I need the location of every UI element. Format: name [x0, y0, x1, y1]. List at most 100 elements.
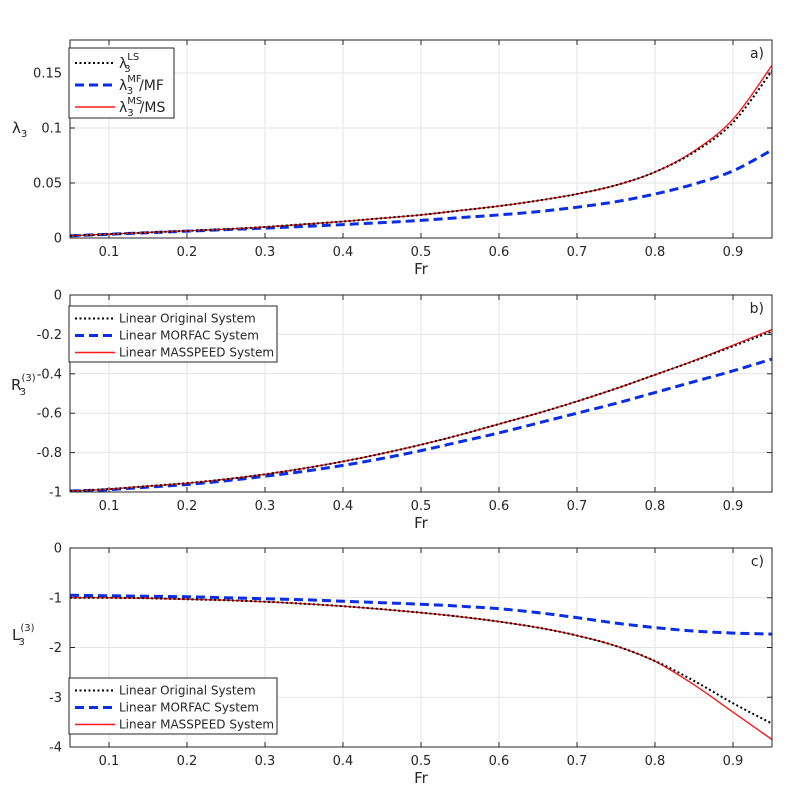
y-tick-label: -0.4 — [37, 367, 62, 382]
grid — [70, 40, 772, 239]
x-tick-label: 0.7 — [567, 245, 588, 260]
legend-label: Linear MORFAC System — [119, 329, 259, 343]
legend-sub: 3 — [127, 108, 133, 119]
series-line-linear-morfac-system — [70, 593, 772, 636]
ylabel-base: R — [11, 376, 21, 394]
x-tick-label: 0.7 — [567, 499, 588, 514]
panel-a: 0.1 0.2 0.3 0.4 0.5 0.6 0.7 0.8 0.9 0 0.05 0.1 0.15 a… — [12, 39, 773, 278]
y-tick-label: 0 — [54, 542, 62, 557]
axes-box — [69, 547, 773, 748]
x-tick-label: 0.9 — [723, 499, 744, 514]
legend-suffix: /MS — [140, 100, 166, 116]
legend: Linear Original System Linear MORFAC Syst… — [68, 305, 278, 363]
legend-label: λMF 3/MF — [119, 74, 164, 97]
legend-label: Linear MASSPEED System — [119, 718, 274, 732]
ylabel-sup: (3) — [21, 373, 35, 384]
x-tick-label: 0.2 — [177, 499, 198, 514]
x-axis-label: Fr — [414, 514, 429, 532]
ylabel-sup: (3) — [20, 623, 34, 634]
x-tick-label: 0.1 — [99, 245, 120, 260]
x-tick-label: 0.8 — [645, 754, 666, 769]
x-tick-label: 0.2 — [177, 245, 198, 260]
y-tick-label: -0.2 — [37, 328, 62, 343]
y-axis-label: L(3) 3 — [12, 623, 35, 648]
x-tick-label: 0.5 — [411, 499, 432, 514]
x-tick-label: 0.9 — [723, 245, 744, 260]
x-tick-label: 0.6 — [489, 754, 510, 769]
legend-label: Linear Original System — [119, 684, 256, 698]
x-axis-label: Fr — [414, 260, 429, 278]
x-tick-label: 0.9 — [723, 754, 744, 769]
x-tick-label: 0.4 — [333, 499, 354, 514]
series-line-linear-original-system — [70, 596, 772, 725]
panel-label: b) — [750, 301, 764, 317]
x-tick-label: 0.4 — [333, 754, 354, 769]
y-tick-label: 0.1 — [41, 122, 62, 137]
legend-suffix: /MF — [139, 78, 164, 94]
x-tick-label: 0.6 — [489, 245, 510, 260]
legend: Linear Original System Linear MORFAC Syst… — [68, 677, 278, 735]
series-line-linear-morfac-system — [70, 357, 772, 492]
legend-label: Linear Original System — [119, 312, 256, 326]
ylabel-sub: 3 — [19, 637, 25, 648]
y-tick-label: 0.05 — [33, 177, 62, 192]
panel-c: 0.1 0.2 0.3 0.4 0.5 0.6 0.7 0.8 0.9 -4 -3 -2 -1 0 c) Fr… — [12, 542, 773, 787]
legend-label: Linear MORFAC System — [119, 701, 259, 715]
y-axis-label: R(3) 3 — [11, 373, 36, 398]
ylabel-sub: 3 — [21, 129, 27, 140]
panel-label: c) — [751, 554, 764, 570]
legend-label: λLS 3 — [119, 52, 139, 75]
x-tick-label: 0.8 — [645, 499, 666, 514]
ylabel-base: L — [12, 626, 21, 644]
series-line-linear-original-system — [70, 330, 772, 492]
x-tick-label: 0.1 — [99, 499, 120, 514]
legend-base: λ — [119, 56, 127, 72]
axes-box — [69, 294, 773, 493]
legend-sub: 3 — [127, 86, 133, 97]
x-tick-label: 0.7 — [567, 754, 588, 769]
legend-base: λ — [119, 78, 127, 94]
series-group — [70, 593, 772, 741]
y-tick-label: -0.6 — [37, 407, 62, 422]
ylabel-sub: 3 — [20, 387, 26, 398]
series-group — [70, 64, 772, 238]
x-tick-label: 0.8 — [645, 245, 666, 260]
legend-sup: MS — [127, 96, 142, 107]
y-tick-label: -0.8 — [37, 446, 62, 461]
ticks: 0.1 0.2 0.3 0.4 0.5 0.6 0.7 0.8 0.9 -4 -3 -2 -1 0 — [49, 542, 772, 769]
y-tick-label: 0 — [54, 289, 62, 304]
x-tick-label: 0.3 — [255, 499, 276, 514]
x-tick-label: 0.5 — [411, 754, 432, 769]
x-tick-label: 0.1 — [99, 754, 120, 769]
panel-b: 0.1 0.2 0.3 0.4 0.5 0.6 0.7 0.8 0.9 -1 -0.8 -0.6 -0.… — [11, 289, 773, 532]
series-line-ls — [70, 70, 772, 237]
legend-sup: MF — [127, 74, 142, 85]
x-tick-label: 0.4 — [333, 245, 354, 260]
series-group — [70, 328, 772, 492]
x-tick-label: 0.3 — [255, 245, 276, 260]
x-axis-label: Fr — [414, 769, 429, 787]
x-tick-label: 0.3 — [255, 754, 276, 769]
panel-label: a) — [750, 46, 764, 62]
ylabel-base: λ — [12, 119, 21, 137]
x-tick-label: 0.6 — [489, 499, 510, 514]
y-tick-label: -4 — [49, 741, 62, 756]
y-tick-label: -2 — [49, 641, 62, 656]
legend-base: λ — [119, 100, 127, 116]
legend-label: λMS 3/MS — [119, 96, 165, 119]
y-tick-label: 0 — [54, 232, 62, 247]
x-tick-label: 0.2 — [177, 754, 198, 769]
ticks: 0.1 0.2 0.3 0.4 0.5 0.6 0.7 0.8 0.9 0 0.05 0.1 0.15 — [33, 40, 772, 260]
axes-box — [69, 39, 773, 239]
y-tick-label: -1 — [49, 486, 62, 501]
y-axis-label: λ3 — [12, 119, 27, 140]
x-tick-label: 0.5 — [411, 245, 432, 260]
y-tick-label: -1 — [49, 591, 62, 606]
legend-sub: 3 — [124, 64, 130, 75]
legend-label: Linear MASSPEED System — [119, 346, 274, 360]
y-tick-label: 0.15 — [33, 67, 62, 82]
y-tick-label: -3 — [49, 691, 62, 706]
ticks: 0.1 0.2 0.3 0.4 0.5 0.6 0.7 0.8 0.9 -1 -0.8 -0.6 -0.… — [37, 289, 772, 514]
